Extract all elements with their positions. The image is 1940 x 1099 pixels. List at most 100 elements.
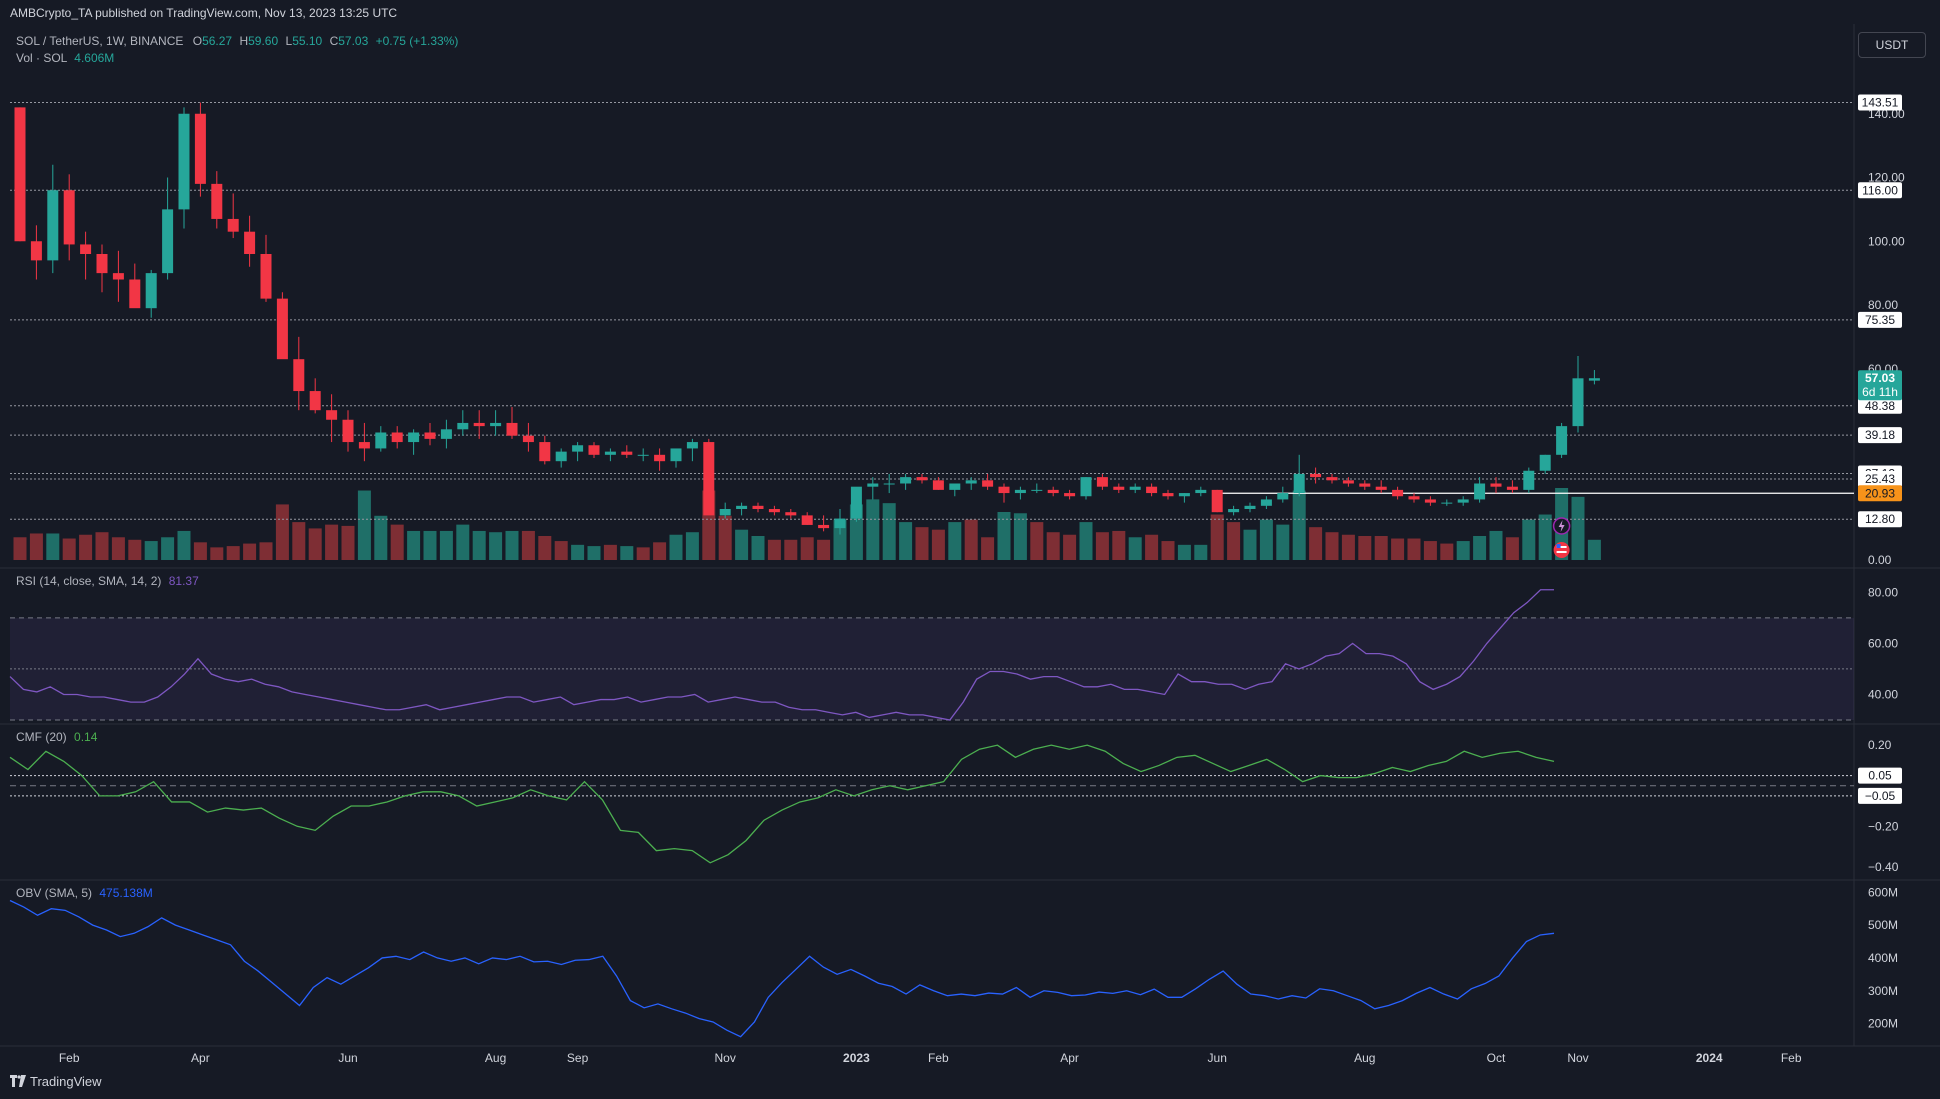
candle-body [572,445,584,452]
time-axis-label: Aug [485,1051,506,1065]
close-value: 57.03 [338,34,369,48]
volume-bar [390,524,404,560]
volume-bar [1440,543,1454,560]
candle-body [227,218,239,232]
price-tick-label: 0.00 [1868,553,1892,567]
level-price-label: 25.43 [1865,472,1895,486]
candle-body [1228,509,1240,513]
volume-bar [177,530,191,560]
volume-bar [1243,529,1257,560]
time-axis-label: Apr [1060,1051,1079,1065]
level-price-label: 12.80 [1865,512,1895,526]
publish-info: AMBCrypto_TA published on TradingView.co… [10,6,398,20]
candle-body [719,509,731,516]
volume-bar [1079,522,1093,560]
candle-body [1244,505,1256,509]
volume-bar [144,541,158,560]
volume-bar [964,519,978,560]
volume-bar [128,539,142,560]
candle-body [1129,486,1141,490]
volume-bar [1128,537,1142,560]
volume-bar [1341,534,1355,560]
candle-body [30,241,42,261]
candle-body [1080,477,1092,497]
time-axis-label: Sep [567,1051,589,1065]
volume-bar [341,525,355,560]
level-price-tag [1858,397,1902,414]
candle-body [145,273,157,309]
candle-body [1457,499,1469,503]
obv-legend[interactable]: OBV (SMA, 5) 475.138M [16,886,153,900]
obv-line [9,899,1555,1038]
volume-bar [193,542,207,560]
volume-bar [800,537,814,560]
candle-body [1178,493,1190,497]
volume-bar [472,530,486,560]
tradingview-footer[interactable]: TradingView [10,1074,102,1089]
volume-bar [1374,536,1388,560]
volume-bar [1407,538,1421,560]
candle-body [162,209,174,274]
change-value: +0.75 (+1.33%) [375,34,459,48]
candle-body [637,454,649,456]
volume-bar [439,530,453,560]
candle-body [326,410,338,420]
level-price-tag [1858,94,1902,111]
last-price-tag [1858,370,1902,401]
obv-label: OBV (SMA, 5) [16,886,93,900]
volume-bar [29,533,43,560]
volume-bar [1391,538,1405,560]
volume-bar [308,528,322,560]
obv-tick-label: 600M [1868,885,1898,899]
candle-body [1408,496,1420,500]
rsi-value: 81.37 [168,574,199,588]
price-tick-label: 80.00 [1868,298,1898,312]
time-axis-label: 2024 [1696,1051,1723,1065]
level-price-label: 116.00 [1862,183,1898,197]
flag-stripe [1556,551,1567,553]
obv-tick-label: 500M [1868,918,1898,932]
candle-body [1392,489,1404,497]
candle-body [522,435,534,443]
volume-bar [1145,534,1159,560]
candle-body [211,183,223,219]
volume-bar [275,504,289,560]
candle-body [998,486,1010,494]
candle-body [260,254,272,299]
candle-body [342,419,354,443]
volume-bar [95,532,109,560]
rsi-legend[interactable]: RSI (14, close, SMA, 14, 2) 81.37 [16,574,199,588]
time-axis-label: Aug [1354,1051,1375,1065]
time-axis-label: 2023 [843,1051,870,1065]
volume-bar [292,522,306,560]
candle-body [424,432,436,439]
candle-body [490,422,502,427]
volume-legend[interactable]: Vol · SOL 4.606M [16,51,114,65]
candle-body [834,518,846,529]
candle-body [1047,489,1059,494]
symbol-legend[interactable]: SOL / TetherUS, 1W, BINANCE O56.27 H59.6… [16,34,459,48]
candle-body [539,442,551,462]
volume-bar [505,530,519,560]
candle-body [1474,483,1486,500]
tradingview-logo-icon [10,1075,26,1087]
candle-body [129,279,141,309]
candle-body [785,512,797,516]
level-price-tag [1858,511,1902,528]
volume-bar [456,524,470,560]
currency-button[interactable]: USDT [1858,32,1926,58]
candle-body [1064,493,1076,497]
candle-body [1310,473,1322,478]
volume-bar [751,536,765,560]
candle-body [293,359,305,392]
candle-body [112,273,124,280]
volume-bar [1571,496,1585,560]
candle-body [1342,480,1354,484]
high-value: 59.60 [248,34,279,48]
cmf-legend[interactable]: CMF (20) 0.14 [16,730,97,744]
volume-bar [521,530,535,560]
level-price-label: 48.38 [1865,399,1895,413]
candle-body [276,298,288,360]
price-tick-label: 100.00 [1868,234,1905,248]
